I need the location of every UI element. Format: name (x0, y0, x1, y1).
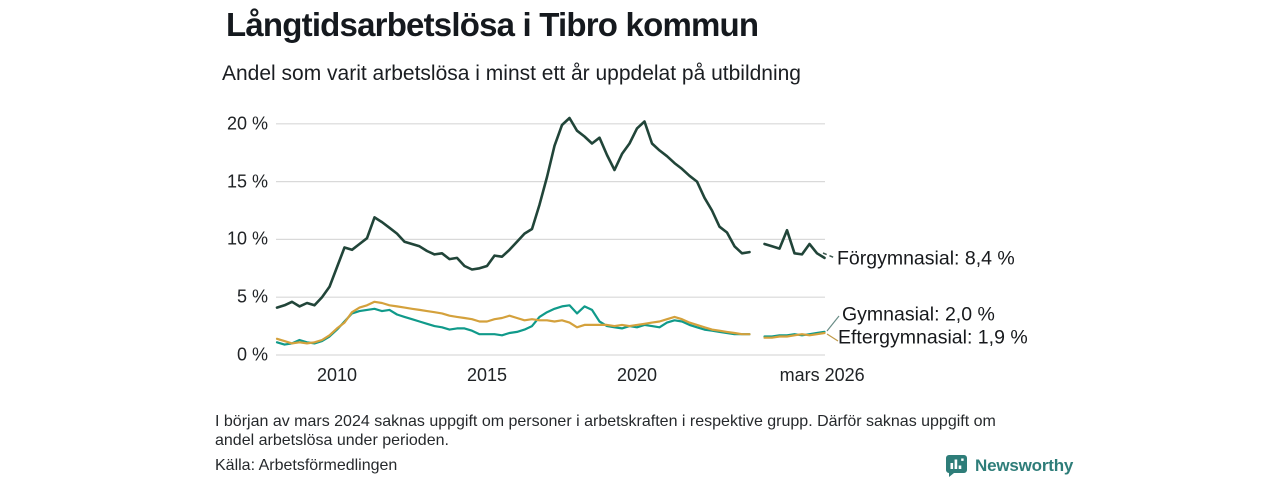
y-axis-tick-label: 20 % (226, 113, 268, 134)
x-axis-tick-label: 2015 (466, 365, 508, 385)
source-credit: Källa: Arbetsförmedlingen (215, 457, 398, 474)
x-axis-tick-label: 2010 (316, 365, 358, 385)
annotation-connector (826, 333, 839, 342)
annotation-connector (822, 252, 836, 259)
y-axis-tick-label: 0 % (236, 344, 268, 365)
y-axis-tick-label: 15 % (226, 171, 268, 192)
chart-footnote: I början av mars 2024 saknas uppgift om … (215, 412, 1115, 450)
chart-subtitle: Andel som varit arbetslösa i minst ett å… (222, 62, 801, 85)
footnote-line-1: I början av mars 2024 saknas uppgift om … (215, 413, 996, 430)
y-axis-tick-label: 10 % (226, 228, 268, 249)
series-line-gymnasial (275, 304, 826, 346)
newsworthy-logo-text: Newsworthy (975, 455, 1074, 475)
series-label-eftergymnasial: Eftergymnasial: 1,9 % (838, 326, 1028, 349)
y-axis-tick-label: 5 % (236, 286, 268, 307)
annotation-connector (826, 315, 840, 332)
series-line-eftergymnasial (275, 300, 826, 345)
x-axis-tick-label: 2020 (616, 365, 658, 385)
page-title: Långtidsarbetslösa i Tibro kommun (226, 6, 759, 43)
newsworthy-logo: Newsworthy (945, 454, 1073, 477)
footnote-line-2: andel arbetslösa under perioden. (215, 432, 449, 449)
series-line-forgymnasial (275, 116, 826, 309)
newsworthy-logo-icon (946, 455, 967, 477)
x-axis-tick-label: mars 2026 (779, 365, 865, 385)
series-label-forgymnasial: Förgymnasial: 8,4 % (837, 247, 1015, 270)
series-label-gymnasial: Gymnasial: 2,0 % (842, 303, 995, 326)
